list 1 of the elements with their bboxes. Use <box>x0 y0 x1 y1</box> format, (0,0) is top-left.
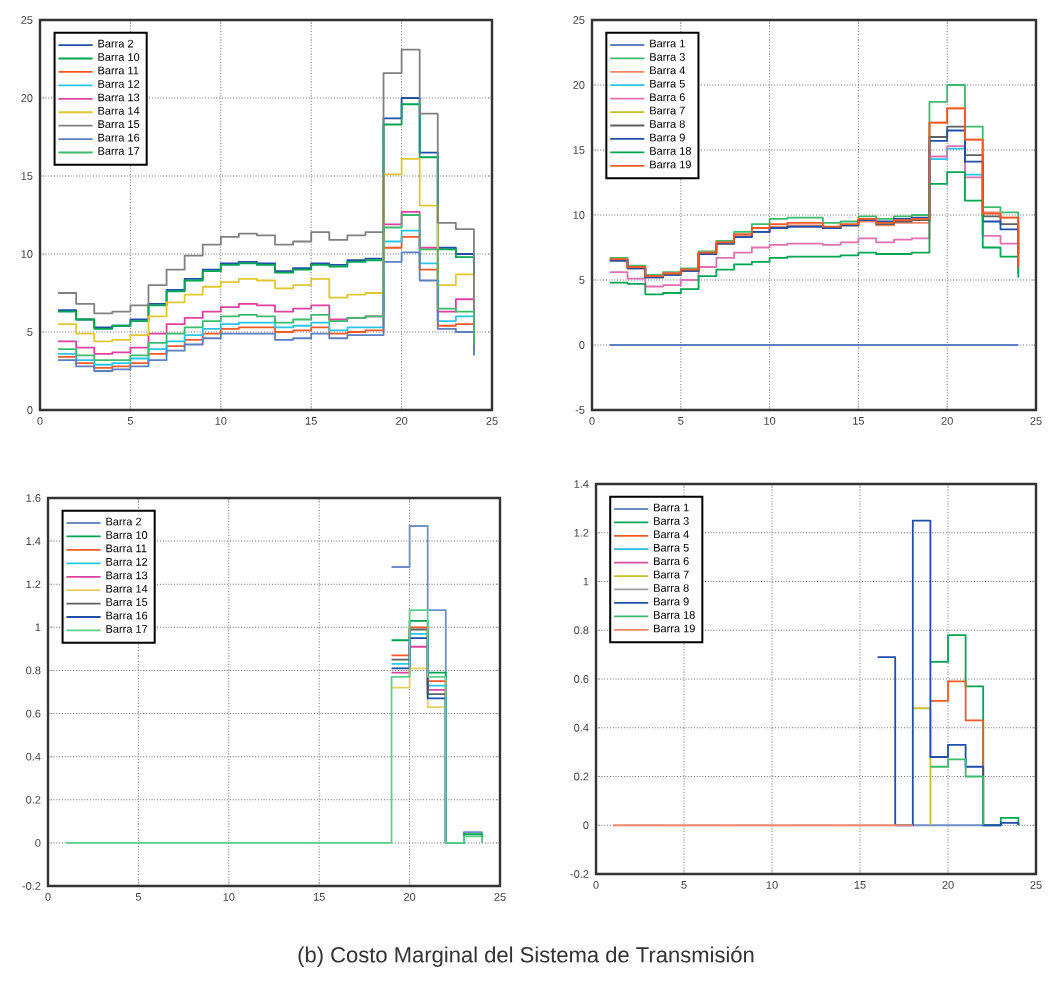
text: (b) Costo Marginal del Sistema de Transmisión <box>298 946 754 967</box>
